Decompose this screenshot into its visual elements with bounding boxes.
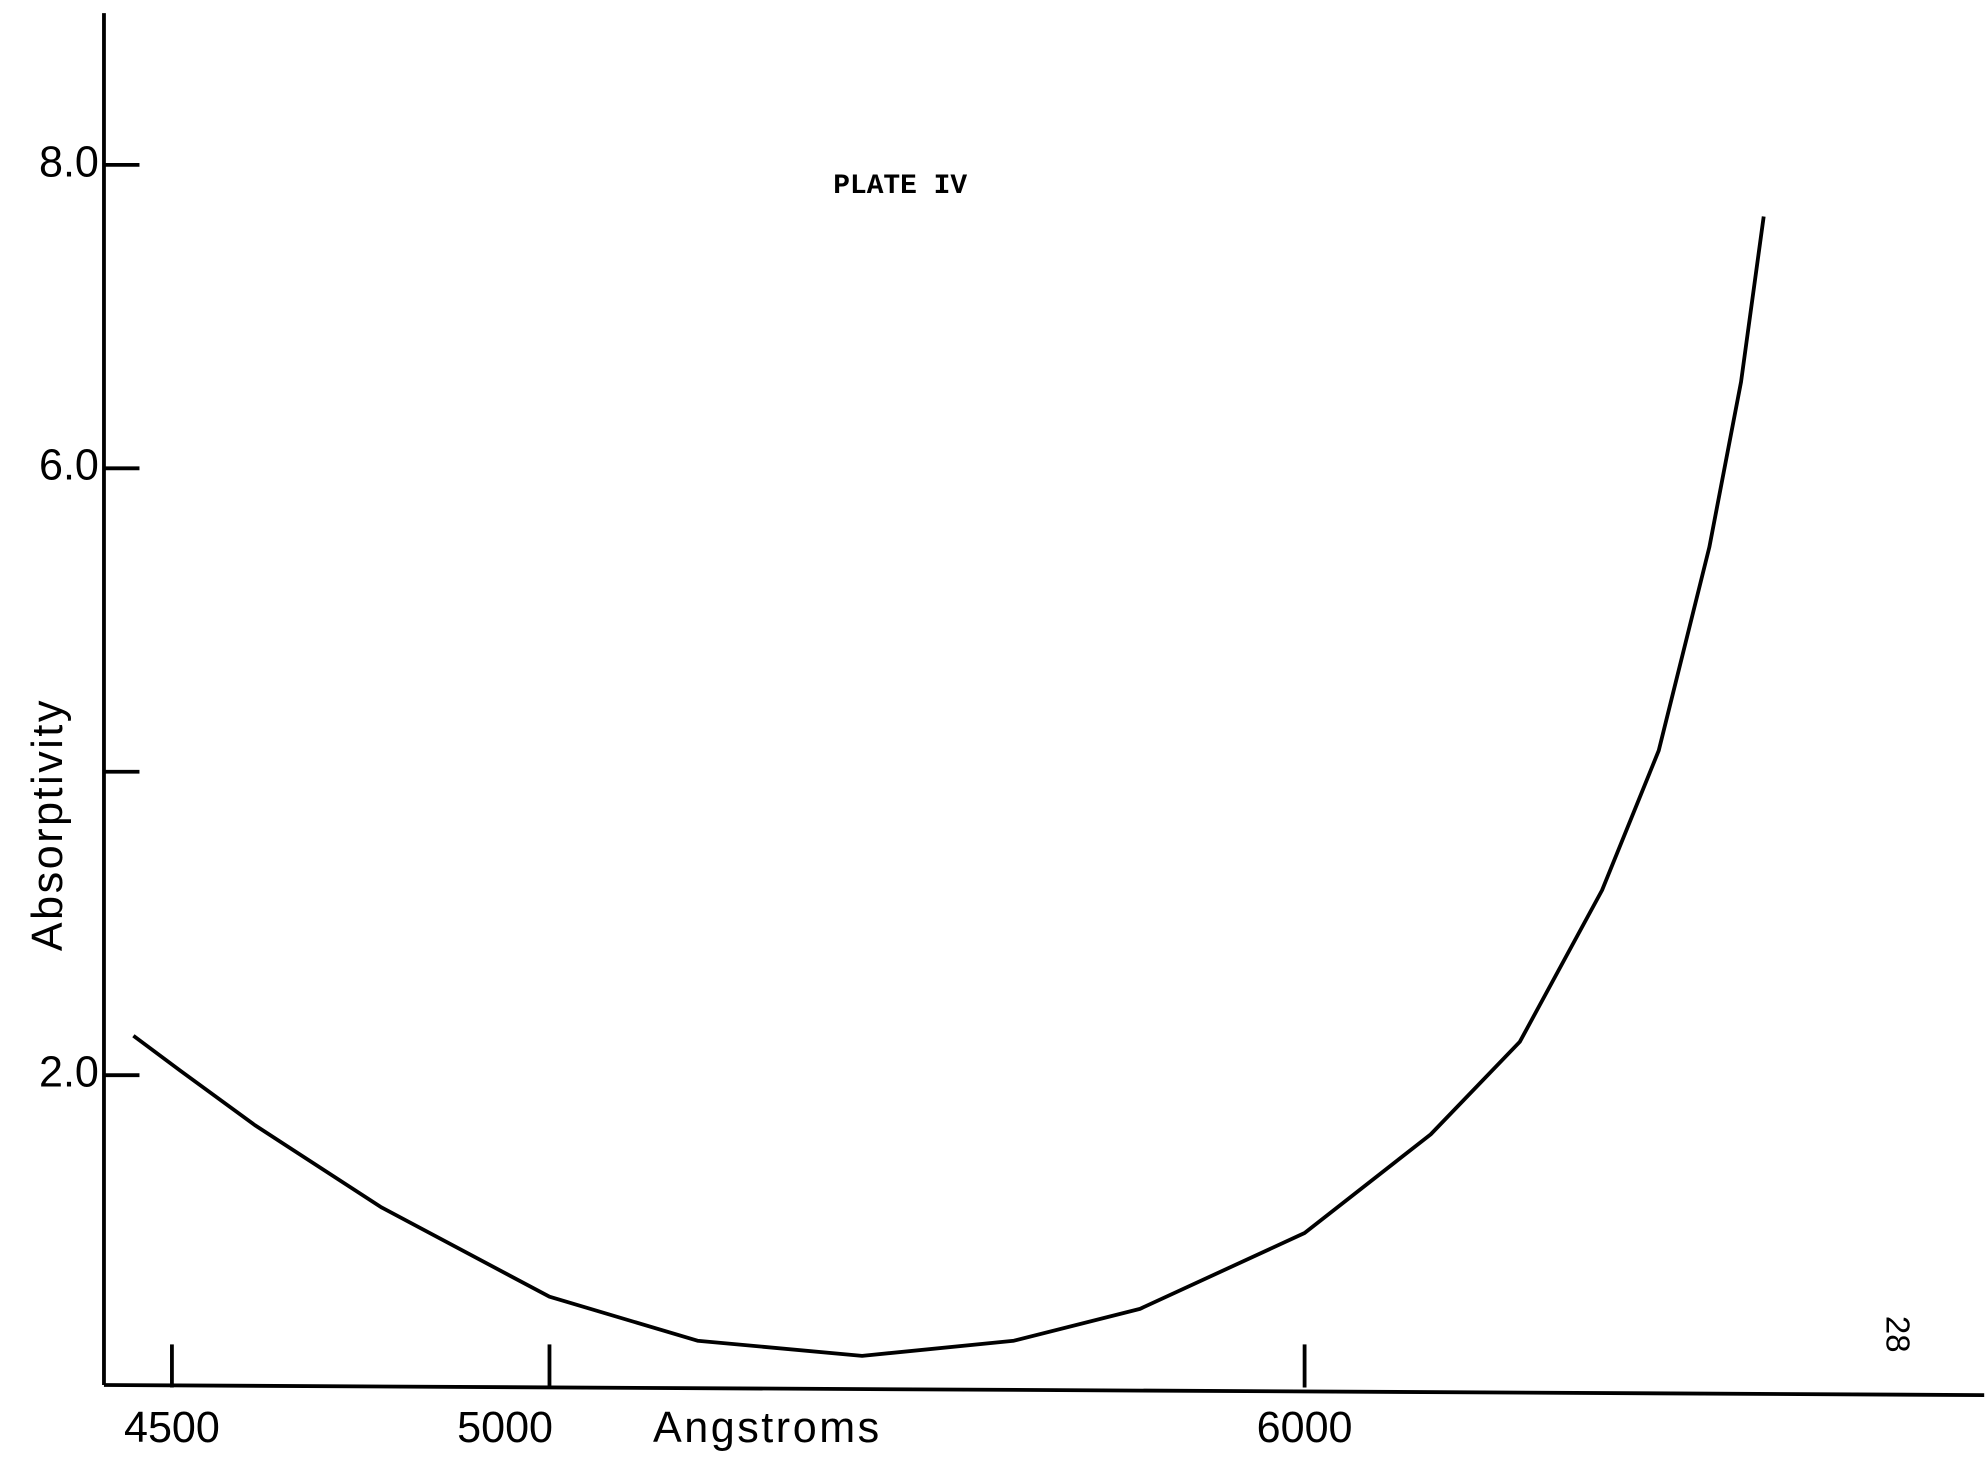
y-axis-label: Absorptivity — [24, 698, 72, 951]
x-tick-label: 4500 — [124, 1404, 220, 1452]
x-axis-label: Angstroms — [653, 1404, 882, 1452]
y-tick-label: 2.0 — [39, 1049, 99, 1097]
chart-title: PLATE IV — [833, 171, 967, 202]
x-tick-label: 6000 — [1257, 1404, 1353, 1452]
x-tick-label: 5000 — [457, 1404, 553, 1452]
y-tick-label: 8.0 — [39, 138, 99, 186]
x-axis — [103, 1383, 1985, 1398]
page-number: 28 — [1880, 1316, 1917, 1353]
data-line — [132, 216, 1766, 1358]
y-tick-label: 6.0 — [39, 442, 99, 490]
